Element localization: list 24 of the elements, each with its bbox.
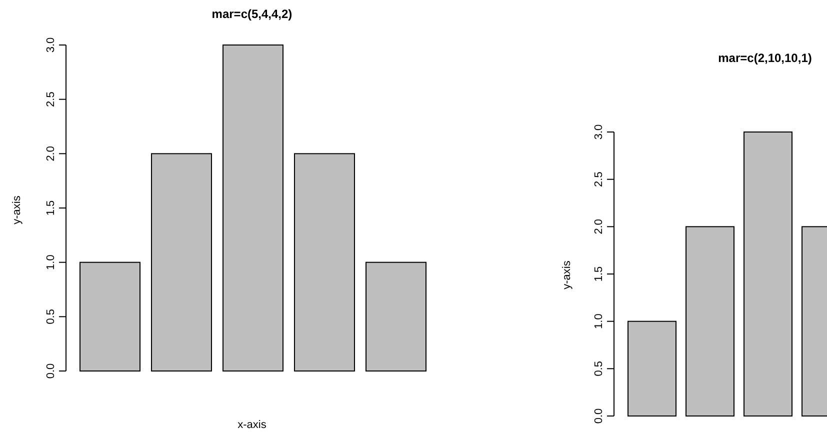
x-axis-title: x-axis — [238, 419, 267, 431]
y-tick-label: 3.0 — [593, 124, 605, 140]
bar — [366, 262, 426, 372]
y-axis-title: y-axis — [11, 195, 23, 224]
y-tick-label: 1.0 — [45, 254, 57, 270]
chart-title: mar=c(2,10,10,1) — [718, 51, 812, 65]
y-tick-label: 2.0 — [45, 146, 57, 162]
bar — [151, 153, 212, 372]
bar — [294, 153, 355, 372]
bar — [222, 44, 284, 372]
chart-title: mar=c(5,4,4,2) — [212, 7, 292, 21]
y-tick-label: 1.0 — [593, 314, 605, 329]
y-tick-label: 3.0 — [45, 37, 57, 53]
y-tick-label: 0.0 — [593, 408, 605, 424]
y-tick-label: 2.0 — [593, 219, 605, 234]
bar — [80, 262, 140, 372]
y-tick-label: 2.5 — [593, 172, 605, 187]
y-tick-label: 0.0 — [45, 363, 57, 379]
y-tick-label: 0.5 — [45, 309, 57, 324]
y-axis-title: y-axis — [561, 260, 573, 290]
y-tick-label: 2.5 — [45, 92, 57, 107]
y-tick-label: 0.5 — [593, 361, 605, 376]
y-tick-label: 1.5 — [45, 200, 57, 216]
y-tick-label: 1.5 — [593, 266, 605, 282]
